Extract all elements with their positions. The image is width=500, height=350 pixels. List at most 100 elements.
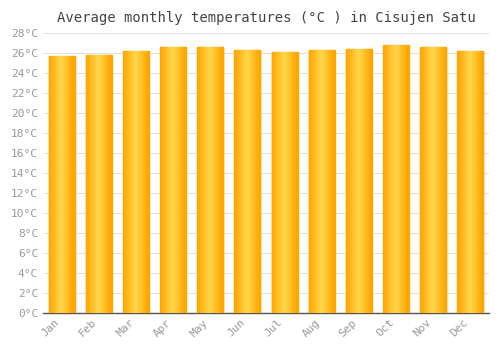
Bar — [199, 47, 200, 313]
Bar — [127, 51, 128, 313]
Bar — [329, 50, 330, 313]
Bar — [244, 50, 246, 313]
Bar — [391, 45, 392, 313]
Bar — [90, 55, 91, 313]
Bar — [327, 50, 328, 313]
Bar — [94, 55, 95, 313]
Bar — [354, 49, 355, 313]
Bar — [168, 47, 169, 313]
Bar — [176, 47, 177, 313]
Bar — [183, 47, 184, 313]
Bar — [350, 49, 351, 313]
Bar — [221, 47, 222, 313]
Bar — [56, 56, 57, 313]
Bar — [172, 47, 173, 313]
Bar — [72, 56, 74, 313]
Bar — [276, 52, 278, 313]
Bar — [432, 47, 433, 313]
Bar — [364, 49, 366, 313]
Bar — [434, 47, 435, 313]
Bar — [123, 51, 124, 313]
Bar — [164, 47, 165, 313]
Bar — [142, 51, 143, 313]
Bar — [91, 55, 92, 313]
Bar — [478, 51, 479, 313]
Bar — [236, 50, 237, 313]
Bar — [167, 47, 168, 313]
Bar — [241, 50, 242, 313]
Bar — [475, 51, 476, 313]
Bar — [352, 49, 353, 313]
Bar — [143, 51, 144, 313]
Bar — [444, 47, 445, 313]
Bar — [294, 52, 295, 313]
Bar — [58, 56, 59, 313]
Bar — [104, 55, 105, 313]
Bar — [433, 47, 434, 313]
Bar — [259, 50, 260, 313]
Bar — [242, 50, 243, 313]
Bar — [428, 47, 429, 313]
Bar — [208, 47, 209, 313]
Bar — [62, 56, 63, 313]
Bar — [362, 49, 364, 313]
Bar — [278, 52, 280, 313]
Bar — [256, 50, 257, 313]
Bar — [370, 49, 371, 313]
Bar — [399, 45, 400, 313]
Bar — [401, 45, 402, 313]
Bar — [284, 52, 285, 313]
Bar — [138, 51, 139, 313]
Bar — [197, 47, 198, 313]
Bar — [184, 47, 186, 313]
Bar — [136, 51, 137, 313]
Bar — [462, 51, 463, 313]
Bar — [64, 56, 65, 313]
Bar — [467, 51, 468, 313]
Bar — [102, 55, 104, 313]
Bar — [293, 52, 294, 313]
Bar — [384, 45, 385, 313]
Bar — [137, 51, 138, 313]
Bar — [201, 47, 202, 313]
Bar — [175, 47, 176, 313]
Bar — [96, 55, 97, 313]
Bar — [250, 50, 252, 313]
Bar — [326, 50, 327, 313]
Bar — [387, 45, 388, 313]
Bar — [398, 45, 399, 313]
Bar — [480, 51, 482, 313]
Bar — [108, 55, 109, 313]
Bar — [210, 47, 211, 313]
Bar — [171, 47, 172, 313]
Bar — [239, 50, 240, 313]
Bar — [287, 52, 288, 313]
Bar — [469, 51, 470, 313]
Bar — [286, 52, 287, 313]
Bar — [144, 51, 145, 313]
Bar — [388, 45, 389, 313]
Bar — [50, 56, 51, 313]
Bar — [222, 47, 223, 313]
Bar — [253, 50, 254, 313]
Bar — [441, 47, 442, 313]
Bar — [368, 49, 369, 313]
Bar — [371, 49, 372, 313]
Bar — [59, 56, 60, 313]
Bar — [173, 47, 174, 313]
Bar — [179, 47, 180, 313]
Bar — [130, 51, 132, 313]
Bar — [111, 55, 112, 313]
Bar — [93, 55, 94, 313]
Bar — [442, 47, 443, 313]
Bar — [140, 51, 141, 313]
Bar — [106, 55, 107, 313]
Bar — [383, 45, 384, 313]
Bar — [257, 50, 258, 313]
Bar — [460, 51, 461, 313]
Bar — [213, 47, 214, 313]
Bar — [220, 47, 221, 313]
Bar — [466, 51, 467, 313]
Bar — [209, 47, 210, 313]
Bar — [88, 55, 89, 313]
